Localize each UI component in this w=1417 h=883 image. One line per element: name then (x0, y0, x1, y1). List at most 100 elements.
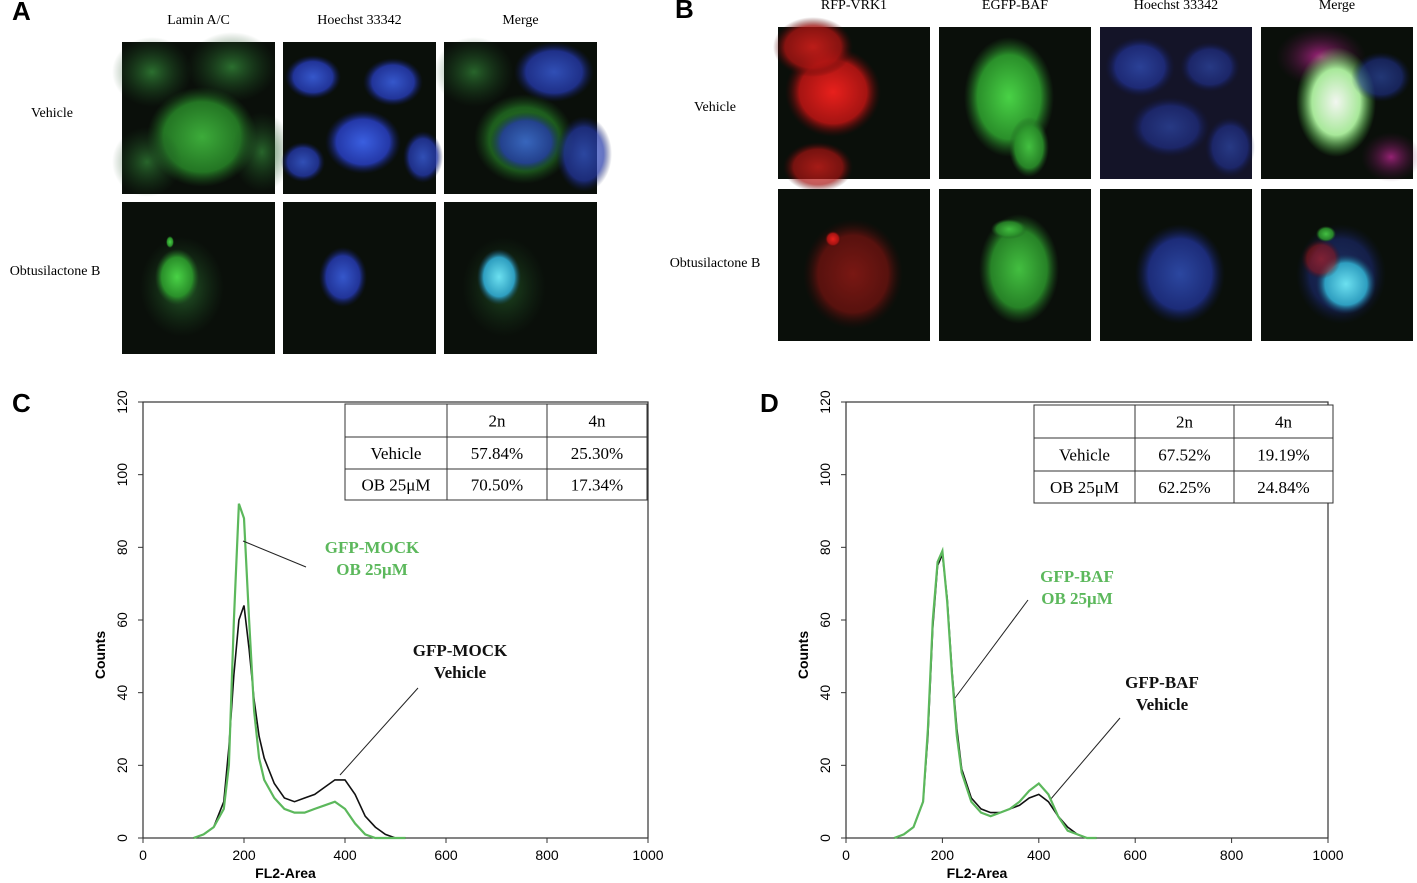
table-cell: 62.25% (1158, 478, 1210, 497)
series-label: Vehicle (434, 663, 487, 682)
cell (1180, 42, 1240, 92)
table-row-label: OB 25μM (1050, 478, 1119, 497)
series-label: GFP-MOCK (413, 641, 508, 660)
column-header: EGFP-BAF (982, 0, 1048, 13)
y-tick-label: 60 (114, 612, 130, 628)
series-label: Vehicle (1136, 695, 1189, 714)
micrograph (281, 42, 443, 194)
panel-label: B (675, 0, 694, 24)
y-tick-label: 120 (817, 390, 833, 414)
x-tick-label: 200 (232, 847, 256, 863)
x-axis-label: FL2-Area (255, 865, 316, 881)
x-tick-label: 1000 (632, 847, 663, 863)
series-label: GFP-BAF (1125, 673, 1199, 692)
x-tick-label: 600 (434, 847, 458, 863)
cell (434, 37, 514, 107)
cell (514, 42, 594, 102)
cell (319, 247, 367, 307)
cell (166, 236, 174, 248)
series-label: GFP-BAF (1040, 567, 1114, 586)
cell (187, 32, 277, 102)
y-axis-label: Counts (795, 631, 811, 679)
micrograph (434, 37, 612, 194)
cell (1361, 132, 1417, 182)
micrograph (1261, 27, 1417, 182)
y-tick-label: 0 (114, 834, 130, 842)
table-cell: 24.84% (1257, 478, 1309, 497)
y-tick-label: 20 (114, 757, 130, 773)
leader-line (954, 599, 1029, 699)
histogram-line (193, 503, 406, 840)
micrograph (1100, 27, 1255, 179)
column-header: Hoechst 33342 (1134, 0, 1218, 13)
column-header: Hoechst 33342 (317, 13, 401, 28)
column-header: RFP-VRK1 (821, 0, 887, 13)
leader-line (242, 540, 307, 568)
table-cell: 70.50% (471, 476, 523, 495)
x-tick-label: 0 (842, 847, 850, 863)
cell (1301, 239, 1341, 279)
micrograph (939, 27, 1091, 179)
series-label: GFP-MOCK (325, 538, 420, 557)
y-tick-label: 80 (817, 539, 833, 555)
table-frame (1033, 404, 1334, 504)
cell (1105, 37, 1175, 97)
cell (232, 112, 292, 192)
x-tick-label: 600 (1124, 847, 1148, 863)
cell (1130, 97, 1210, 157)
x-tick-label: 800 (535, 847, 559, 863)
y-tick-label: 20 (817, 757, 833, 773)
table-header: 2n (1176, 413, 1194, 432)
panel-label: A (12, 0, 31, 26)
column-header: Merge (1319, 0, 1355, 13)
cell (363, 58, 423, 106)
table-header: 4n (589, 412, 607, 431)
panel-label: C (12, 388, 31, 418)
x-tick-label: 200 (931, 847, 955, 863)
row-label: Vehicle (694, 100, 736, 115)
y-tick-label: 40 (817, 685, 833, 701)
series-label: OB 25μM (1041, 589, 1113, 608)
y-tick-label: 60 (817, 612, 833, 628)
cell (773, 17, 853, 77)
micrograph (1100, 189, 1252, 341)
micrograph (112, 32, 292, 197)
cell (783, 142, 853, 192)
table-header: 4n (1275, 413, 1293, 432)
cell (155, 249, 199, 305)
leader-line (339, 687, 419, 776)
cell (490, 112, 562, 172)
cell (403, 131, 443, 183)
table-cell: 19.19% (1257, 446, 1309, 465)
series-label: OB 25μM (336, 560, 408, 579)
cell (112, 37, 192, 107)
micrograph (778, 189, 930, 341)
y-tick-label: 80 (114, 539, 130, 555)
row-label: Obtusilactone B (670, 256, 761, 271)
y-tick-label: 100 (114, 463, 130, 487)
histogram-line (893, 546, 1097, 840)
table-cell: 67.52% (1158, 446, 1210, 465)
x-tick-label: 1000 (1312, 847, 1343, 863)
cell (803, 219, 903, 329)
column-header: Lamin A/C (167, 13, 230, 28)
micrograph (122, 202, 275, 354)
cell (1316, 226, 1336, 242)
micrograph (1261, 189, 1413, 341)
y-axis-label: Counts (92, 631, 108, 679)
panel-label: D (760, 388, 779, 418)
table-cell: 25.30% (571, 444, 623, 463)
table-cell: 17.34% (571, 476, 623, 495)
table-frame (344, 403, 648, 501)
cell (1351, 52, 1411, 102)
cell (979, 214, 1059, 324)
table-row-label: Vehicle (1059, 446, 1110, 465)
row-label: Vehicle (31, 106, 73, 121)
x-axis-label: FL2-Area (947, 865, 1008, 881)
cell (112, 127, 182, 197)
x-tick-label: 400 (1027, 847, 1051, 863)
micrograph (444, 202, 597, 354)
table-row-label: OB 25μM (361, 476, 430, 495)
y-tick-label: 120 (114, 390, 130, 414)
